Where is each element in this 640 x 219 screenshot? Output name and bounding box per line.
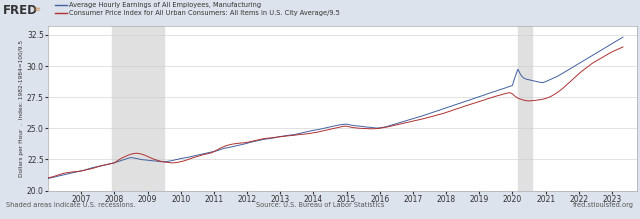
Bar: [518, 26, 532, 191]
Text: FRED: FRED: [3, 4, 38, 17]
Y-axis label: Dollars per Hour  .  Index: 1982-1984=100/9.5: Dollars per Hour . Index: 1982-1984=100/…: [19, 40, 24, 177]
Text: fred.stlouisfed.org: fred.stlouisfed.org: [573, 202, 634, 208]
Legend: Average Hourly Earnings of All Employees, Manufacturing, Consumer Price Index fo: Average Hourly Earnings of All Employees…: [54, 2, 340, 16]
Text: Source: U.S. Bureau of Labor Statistics: Source: U.S. Bureau of Labor Statistics: [256, 202, 384, 208]
Text: ≈: ≈: [33, 4, 42, 14]
Bar: [111, 26, 164, 191]
Text: Shaded areas indicate U.S. recessions.: Shaded areas indicate U.S. recessions.: [6, 202, 136, 208]
